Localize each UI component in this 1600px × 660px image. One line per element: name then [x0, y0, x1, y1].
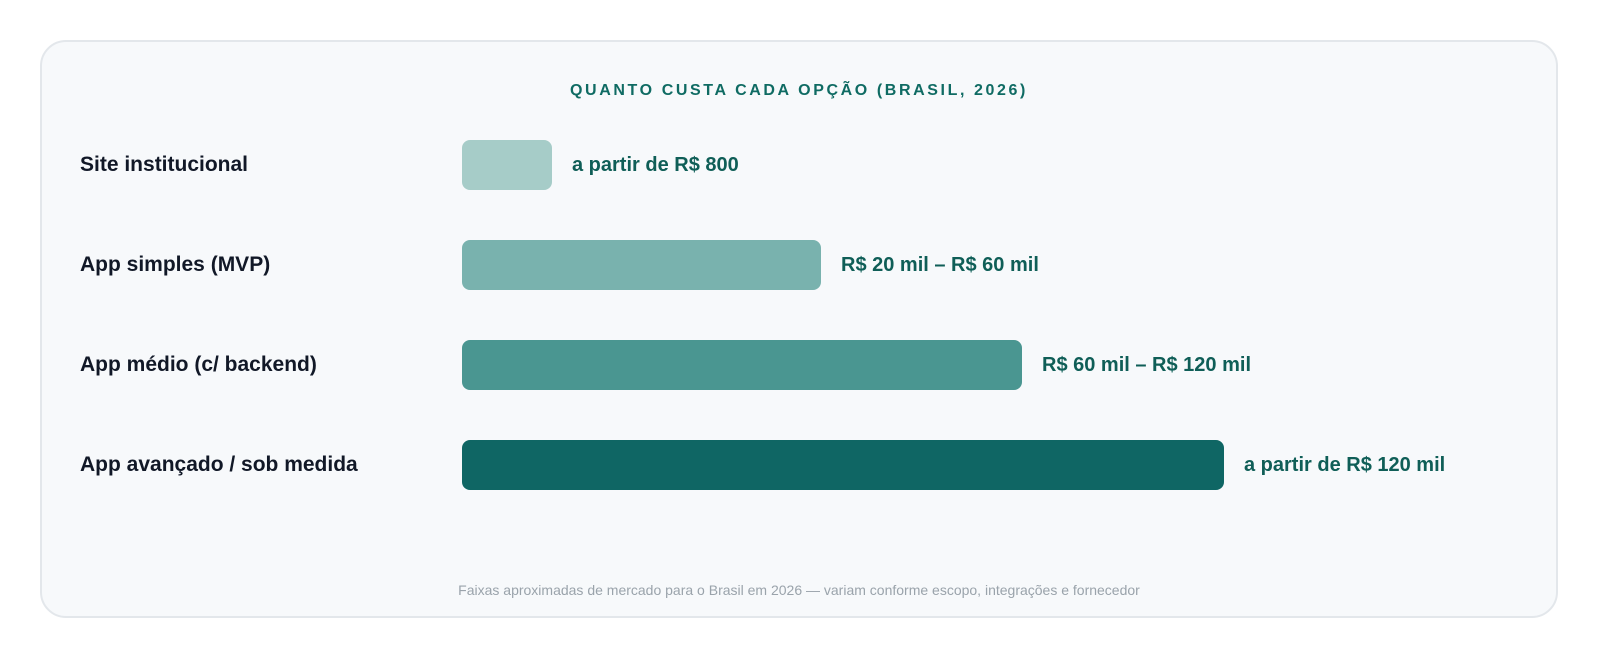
category-label: App avançado / sob medida	[80, 453, 358, 476]
bar-row: App médio (c/ backend) R$ 60 mil – R$ 120…	[42, 340, 1556, 390]
value-label: R$ 60 mil – R$ 120 mil	[1042, 354, 1252, 376]
bar	[462, 240, 821, 290]
category-label: Site institucional	[80, 153, 249, 176]
value-label: a partir de R$ 120 mil	[1244, 454, 1446, 476]
category-label: App simples (MVP)	[80, 253, 271, 276]
category-label: App médio (c/ backend)	[80, 353, 317, 376]
value-label: a partir de R$ 800	[572, 154, 739, 176]
chart-footnote: Faixas aproximadas de mercado para o Bra…	[458, 582, 1140, 598]
chart-card: QUANTO CUSTA CADA OPÇÃO (BRASIL, 2026) S…	[40, 40, 1558, 618]
bar-row: Site institucional a partir de R$ 800	[42, 140, 1556, 190]
bar	[462, 440, 1224, 490]
value-label: R$ 20 mil – R$ 60 mil	[841, 254, 1039, 276]
bar-row: App simples (MVP) R$ 20 mil – R$ 60 mil	[42, 240, 1556, 290]
bar-row: App avançado / sob medida a partir de R$ …	[42, 440, 1556, 490]
bar	[462, 340, 1022, 390]
chart-title: QUANTO CUSTA CADA OPÇÃO (BRASIL, 2026)	[570, 82, 1028, 99]
bar	[462, 140, 552, 190]
